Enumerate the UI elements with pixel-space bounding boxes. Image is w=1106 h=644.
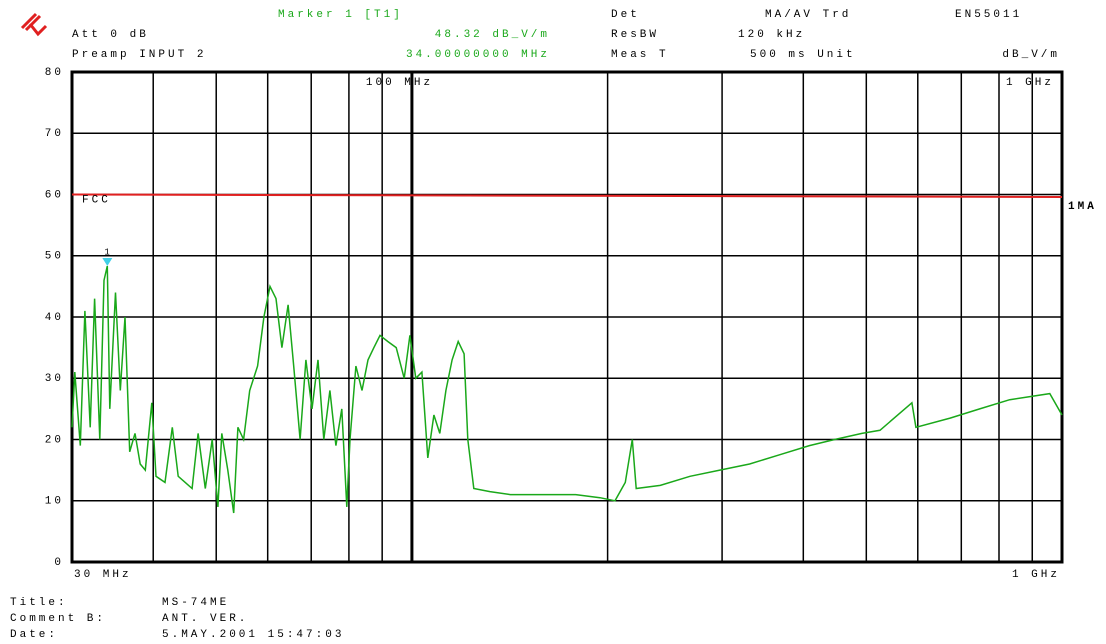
trace: [71, 265, 1063, 514]
y-tick-label: 70: [45, 128, 64, 140]
top-tick-label: 100 MHz: [366, 77, 433, 89]
y-tick-label: 40: [45, 312, 64, 324]
marker: [102, 258, 113, 267]
footer-label: Date:: [10, 629, 58, 641]
marker-level: 48.32 dB_V/m: [435, 29, 550, 41]
standard: EN55011: [955, 9, 1022, 21]
footer-value: MS-74ME: [162, 597, 229, 609]
y-tick-label: 0: [54, 557, 64, 569]
y-tick-label: 20: [45, 434, 64, 446]
rbw-value: 120 kHz: [738, 29, 805, 41]
y-tick-label: 50: [45, 251, 64, 263]
det-value: MA/AV Trd: [765, 9, 851, 21]
marker-frequency: 34.00000000 MHz: [406, 49, 550, 61]
meas-value: 500 ms Unit: [750, 49, 856, 61]
rbw-label: ResBW: [611, 29, 659, 41]
x-tick-label: 1 GHz: [1012, 569, 1060, 581]
footer-value: 5.MAY.2001 15:47:03: [162, 629, 344, 641]
preamp: Preamp INPUT 2: [72, 49, 206, 61]
footer-label: Title:: [10, 597, 68, 609]
footer-label: Comment B:: [10, 613, 106, 625]
marker-title: Marker 1 [T1]: [278, 9, 403, 21]
det-label: Det: [611, 9, 640, 21]
y-tick-label: 30: [45, 373, 64, 385]
limit-label: FCC: [82, 194, 111, 206]
y-tick-label: 10: [45, 496, 64, 508]
footer-value: ANT. VER.: [162, 613, 248, 625]
logo: [20, 12, 48, 37]
top-tick-label: 1 GHz: [1006, 77, 1054, 89]
plot-frame: [70, 70, 1064, 564]
trace-label: 1MA: [1068, 201, 1097, 213]
limit-line: [71, 193, 1063, 198]
marker-label: 1: [104, 247, 112, 257]
attenuation: Att 0 dB: [72, 29, 149, 41]
unit: dB_V/m: [1002, 49, 1060, 61]
y-tick-label: 80: [45, 67, 64, 79]
y-tick-label: 60: [45, 189, 64, 201]
x-tick-label: 30 MHz: [74, 569, 132, 581]
meas-label: Meas T: [611, 49, 669, 61]
